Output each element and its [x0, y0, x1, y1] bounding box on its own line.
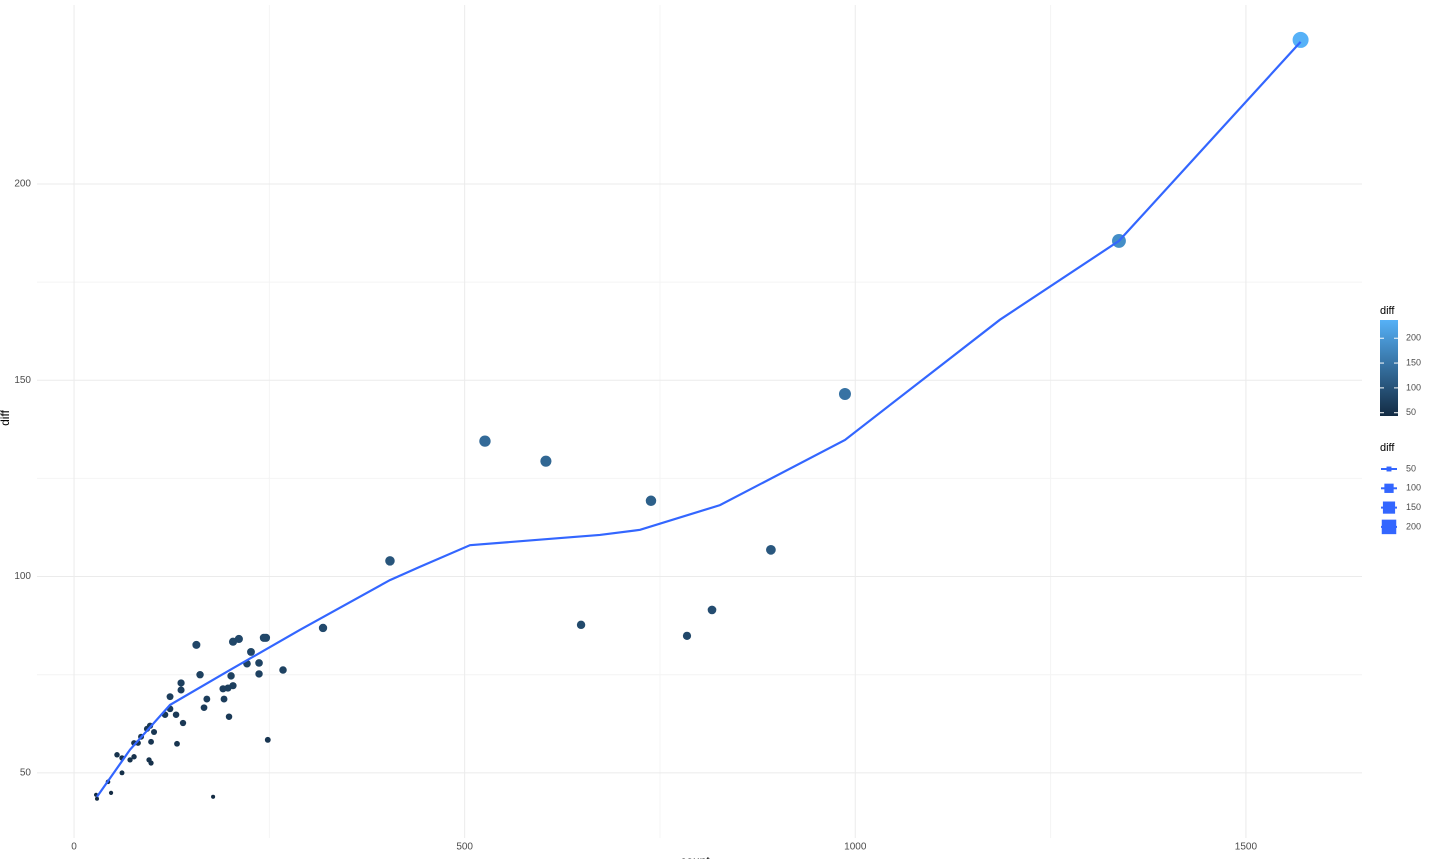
point: [148, 760, 154, 766]
point: [177, 679, 185, 687]
point: [682, 631, 692, 640]
point: [177, 686, 185, 694]
legend-label: 100: [1406, 483, 1421, 493]
point: [228, 637, 238, 646]
legend-label: 50: [1406, 463, 1416, 473]
point: [211, 794, 216, 799]
x-tick-label: 1000: [844, 842, 867, 853]
point: [179, 719, 187, 727]
y-tick-label: 150: [14, 375, 31, 386]
legend-label: 200: [1406, 333, 1421, 343]
point: [119, 770, 125, 776]
point: [318, 623, 328, 633]
point: [95, 796, 99, 801]
point: [148, 738, 154, 745]
smooth-line: [96, 41, 1302, 798]
x-tick-label: 0: [71, 842, 77, 853]
point: [259, 633, 268, 642]
point: [479, 435, 491, 447]
point: [172, 711, 180, 719]
point: [200, 704, 208, 712]
point: [220, 695, 228, 703]
colorbar: [1380, 320, 1398, 416]
legend-label: 200: [1406, 521, 1421, 531]
point: [255, 659, 263, 667]
x-axis-title: count: [680, 854, 710, 859]
y-tick-label: 50: [20, 767, 32, 778]
point: [645, 495, 657, 507]
point: [255, 670, 263, 678]
point: [227, 672, 235, 680]
point: [385, 556, 395, 566]
legend-title: diff: [1380, 442, 1395, 454]
y-axis-title: diff: [0, 409, 12, 425]
point: [196, 670, 204, 679]
legend-title: diff: [1380, 305, 1395, 317]
point: [150, 728, 158, 736]
point: [131, 754, 137, 760]
point: [166, 693, 174, 701]
point: [766, 544, 776, 555]
point: [225, 713, 233, 720]
point: [576, 620, 586, 630]
point: [707, 605, 717, 615]
point: [108, 790, 114, 795]
legend-label: 150: [1406, 357, 1421, 367]
point: [192, 640, 201, 649]
point: [114, 752, 120, 758]
point: [203, 695, 211, 703]
point: [247, 647, 255, 656]
x-tick-label: 1500: [1235, 842, 1258, 853]
point: [264, 736, 271, 743]
point: [838, 388, 851, 401]
point: [540, 455, 552, 467]
y-tick-label: 200: [14, 179, 31, 190]
point: [279, 666, 287, 674]
legend-label: 150: [1406, 502, 1421, 512]
x-tick-label: 500: [456, 842, 473, 853]
point: [127, 757, 133, 763]
legend-label: 50: [1406, 407, 1416, 417]
point: [174, 740, 180, 747]
y-tick-label: 100: [14, 571, 31, 582]
point: [1292, 31, 1309, 48]
point: [219, 685, 227, 693]
legend-label: 100: [1406, 382, 1421, 392]
